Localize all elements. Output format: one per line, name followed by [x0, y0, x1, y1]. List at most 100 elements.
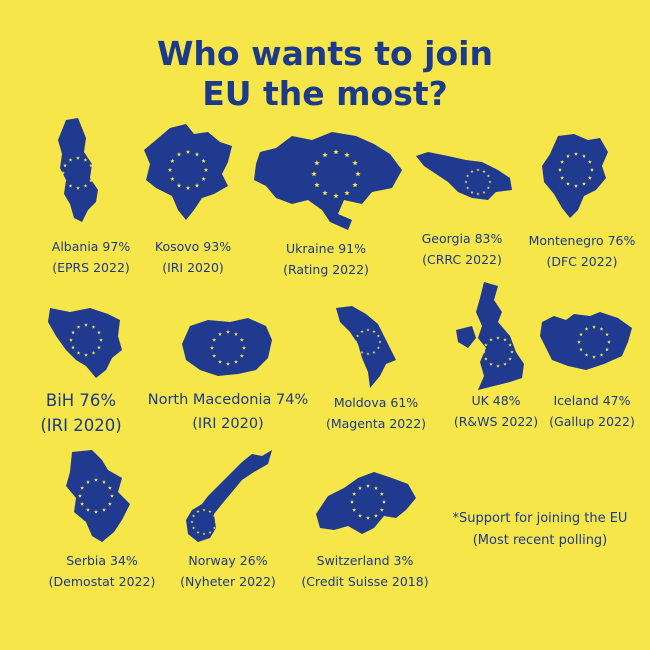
title-line-1: Who wants to join [157, 34, 493, 73]
eu-star-icon [344, 190, 350, 196]
eu-star-icon [592, 355, 596, 359]
eu-star-icon [314, 182, 320, 188]
label-albania: Albania 97% (EPRS 2022) [36, 236, 146, 278]
eu-star-icon [102, 480, 106, 484]
kosovo-map-shape [142, 124, 234, 220]
eu-star-ring-icon [350, 483, 386, 520]
eu-star-icon [322, 152, 328, 158]
eu-star-ring-icon [167, 149, 209, 190]
eu-star-icon [99, 338, 103, 342]
label-serbia: Serbia 34% (Demostat 2022) [40, 550, 164, 592]
label-bih: BiH 76% (IRI 2020) [26, 388, 136, 438]
eu-star-icon [202, 532, 206, 536]
serbia-value: Serbia 34% [66, 553, 138, 568]
albania-value: Albania 97% [51, 239, 131, 254]
eu-star-ring-icon [69, 323, 103, 357]
eu-star-icon [86, 507, 90, 512]
eu-star-icon [201, 158, 206, 163]
eu-star-icon [379, 507, 384, 512]
label-switzerland: Switzerland 3% (Credit Suisse 2018) [290, 550, 440, 592]
eu-star-icon [382, 499, 386, 504]
eu-star-icon [366, 328, 370, 332]
title-line-2: EU the most? [202, 74, 448, 113]
eu-star-icon [84, 353, 88, 357]
eu-star-icon [83, 184, 88, 188]
eu-star-icon [94, 477, 98, 482]
eu-star-icon [110, 493, 114, 498]
switzerland-source: (Credit Suisse 2018) [301, 574, 429, 589]
eu-star-icon [587, 175, 592, 180]
kosovo-value: Kosovo 93% [154, 239, 232, 254]
eu-star-icon [91, 351, 96, 355]
eu-star-ring-icon [354, 328, 382, 356]
albania-source: (EPRS 2022) [52, 260, 130, 275]
eu-star-icon [185, 149, 191, 154]
eu-star-icon [234, 332, 238, 336]
norway-value: Norway 26% [188, 553, 268, 568]
label-georgia: Georgia 83% (CRRC 2022) [402, 228, 522, 270]
eu-star-icon [68, 158, 73, 162]
eu-star-icon [196, 530, 200, 534]
norway-map-shape [184, 448, 274, 544]
bih-value: BiH 76% [45, 391, 117, 410]
eu-star-icon [599, 353, 604, 357]
eu-star-icon [94, 509, 98, 514]
page-title: Who wants to join EU the most? [0, 34, 650, 114]
eu-star-icon [61, 171, 65, 175]
eu-star-icon [63, 178, 67, 183]
eu-star-icon [605, 347, 609, 352]
eu-star-icon [208, 530, 212, 534]
eu-star-icon [194, 183, 200, 188]
albania-map-shape [56, 118, 106, 222]
eu-star-ring-icon [464, 168, 492, 196]
eu-star-icon [579, 347, 583, 352]
eu-star-icon [378, 340, 382, 344]
eu-star-icon [203, 167, 209, 172]
switzerland-map-shape [312, 470, 418, 538]
footnote-line-2: (Most recent polling) [472, 533, 608, 548]
eu-star-icon [503, 338, 507, 342]
eu-star-icon [376, 346, 380, 350]
north-macedonia-value: North Macedonia 74% [147, 392, 309, 408]
eu-star-icon [590, 167, 594, 172]
eu-star-icon [482, 350, 486, 354]
eu-star-icon [314, 160, 320, 166]
eu-star-ring-icon [210, 329, 246, 366]
iceland-value: Iceland 47% [553, 393, 631, 408]
eu-star-icon [80, 485, 85, 490]
eu-star-icon [503, 362, 507, 366]
north-macedonia-source: (IRI 2020) [192, 416, 264, 432]
eu-star-ring-icon [482, 336, 514, 368]
georgia-map-shape [414, 152, 514, 202]
eu-star-icon [466, 186, 470, 190]
eu-star-icon [78, 493, 82, 498]
eu-star-icon [358, 486, 362, 490]
eu-star-icon [214, 520, 218, 524]
eu-star-icon [212, 337, 217, 342]
eu-star-icon [360, 350, 364, 354]
eu-star-icon [63, 163, 67, 168]
eu-star-icon [560, 175, 565, 180]
eu-star-icon [374, 513, 378, 518]
eu-star-icon [496, 364, 500, 368]
eu-star-icon [486, 174, 490, 178]
georgia-value: Georgia 83% [421, 231, 503, 246]
eu-star-icon [176, 152, 182, 157]
label-uk: UK 48% (R&WS 2022) [444, 390, 548, 432]
label-moldova: Moldova 61% (Magenta 2022) [316, 392, 436, 434]
eu-star-icon [482, 170, 486, 173]
uk-value: UK 48% [471, 393, 521, 408]
eu-star-icon [91, 325, 96, 329]
eu-star-icon [582, 181, 586, 186]
montenegro-value: Montenegro 76% [528, 233, 636, 248]
eu-star-icon [208, 510, 212, 513]
eu-star-icon [194, 152, 200, 157]
eu-star-icon [76, 351, 81, 355]
eu-star-icon [97, 345, 101, 350]
montenegro-map-shape [540, 134, 610, 218]
eu-star-icon [212, 353, 217, 358]
eu-star-icon [486, 186, 490, 190]
label-norway: Norway 26% (Nyheter 2022) [168, 550, 288, 592]
eu-star-icon [355, 171, 361, 177]
eu-star-icon [185, 185, 191, 190]
